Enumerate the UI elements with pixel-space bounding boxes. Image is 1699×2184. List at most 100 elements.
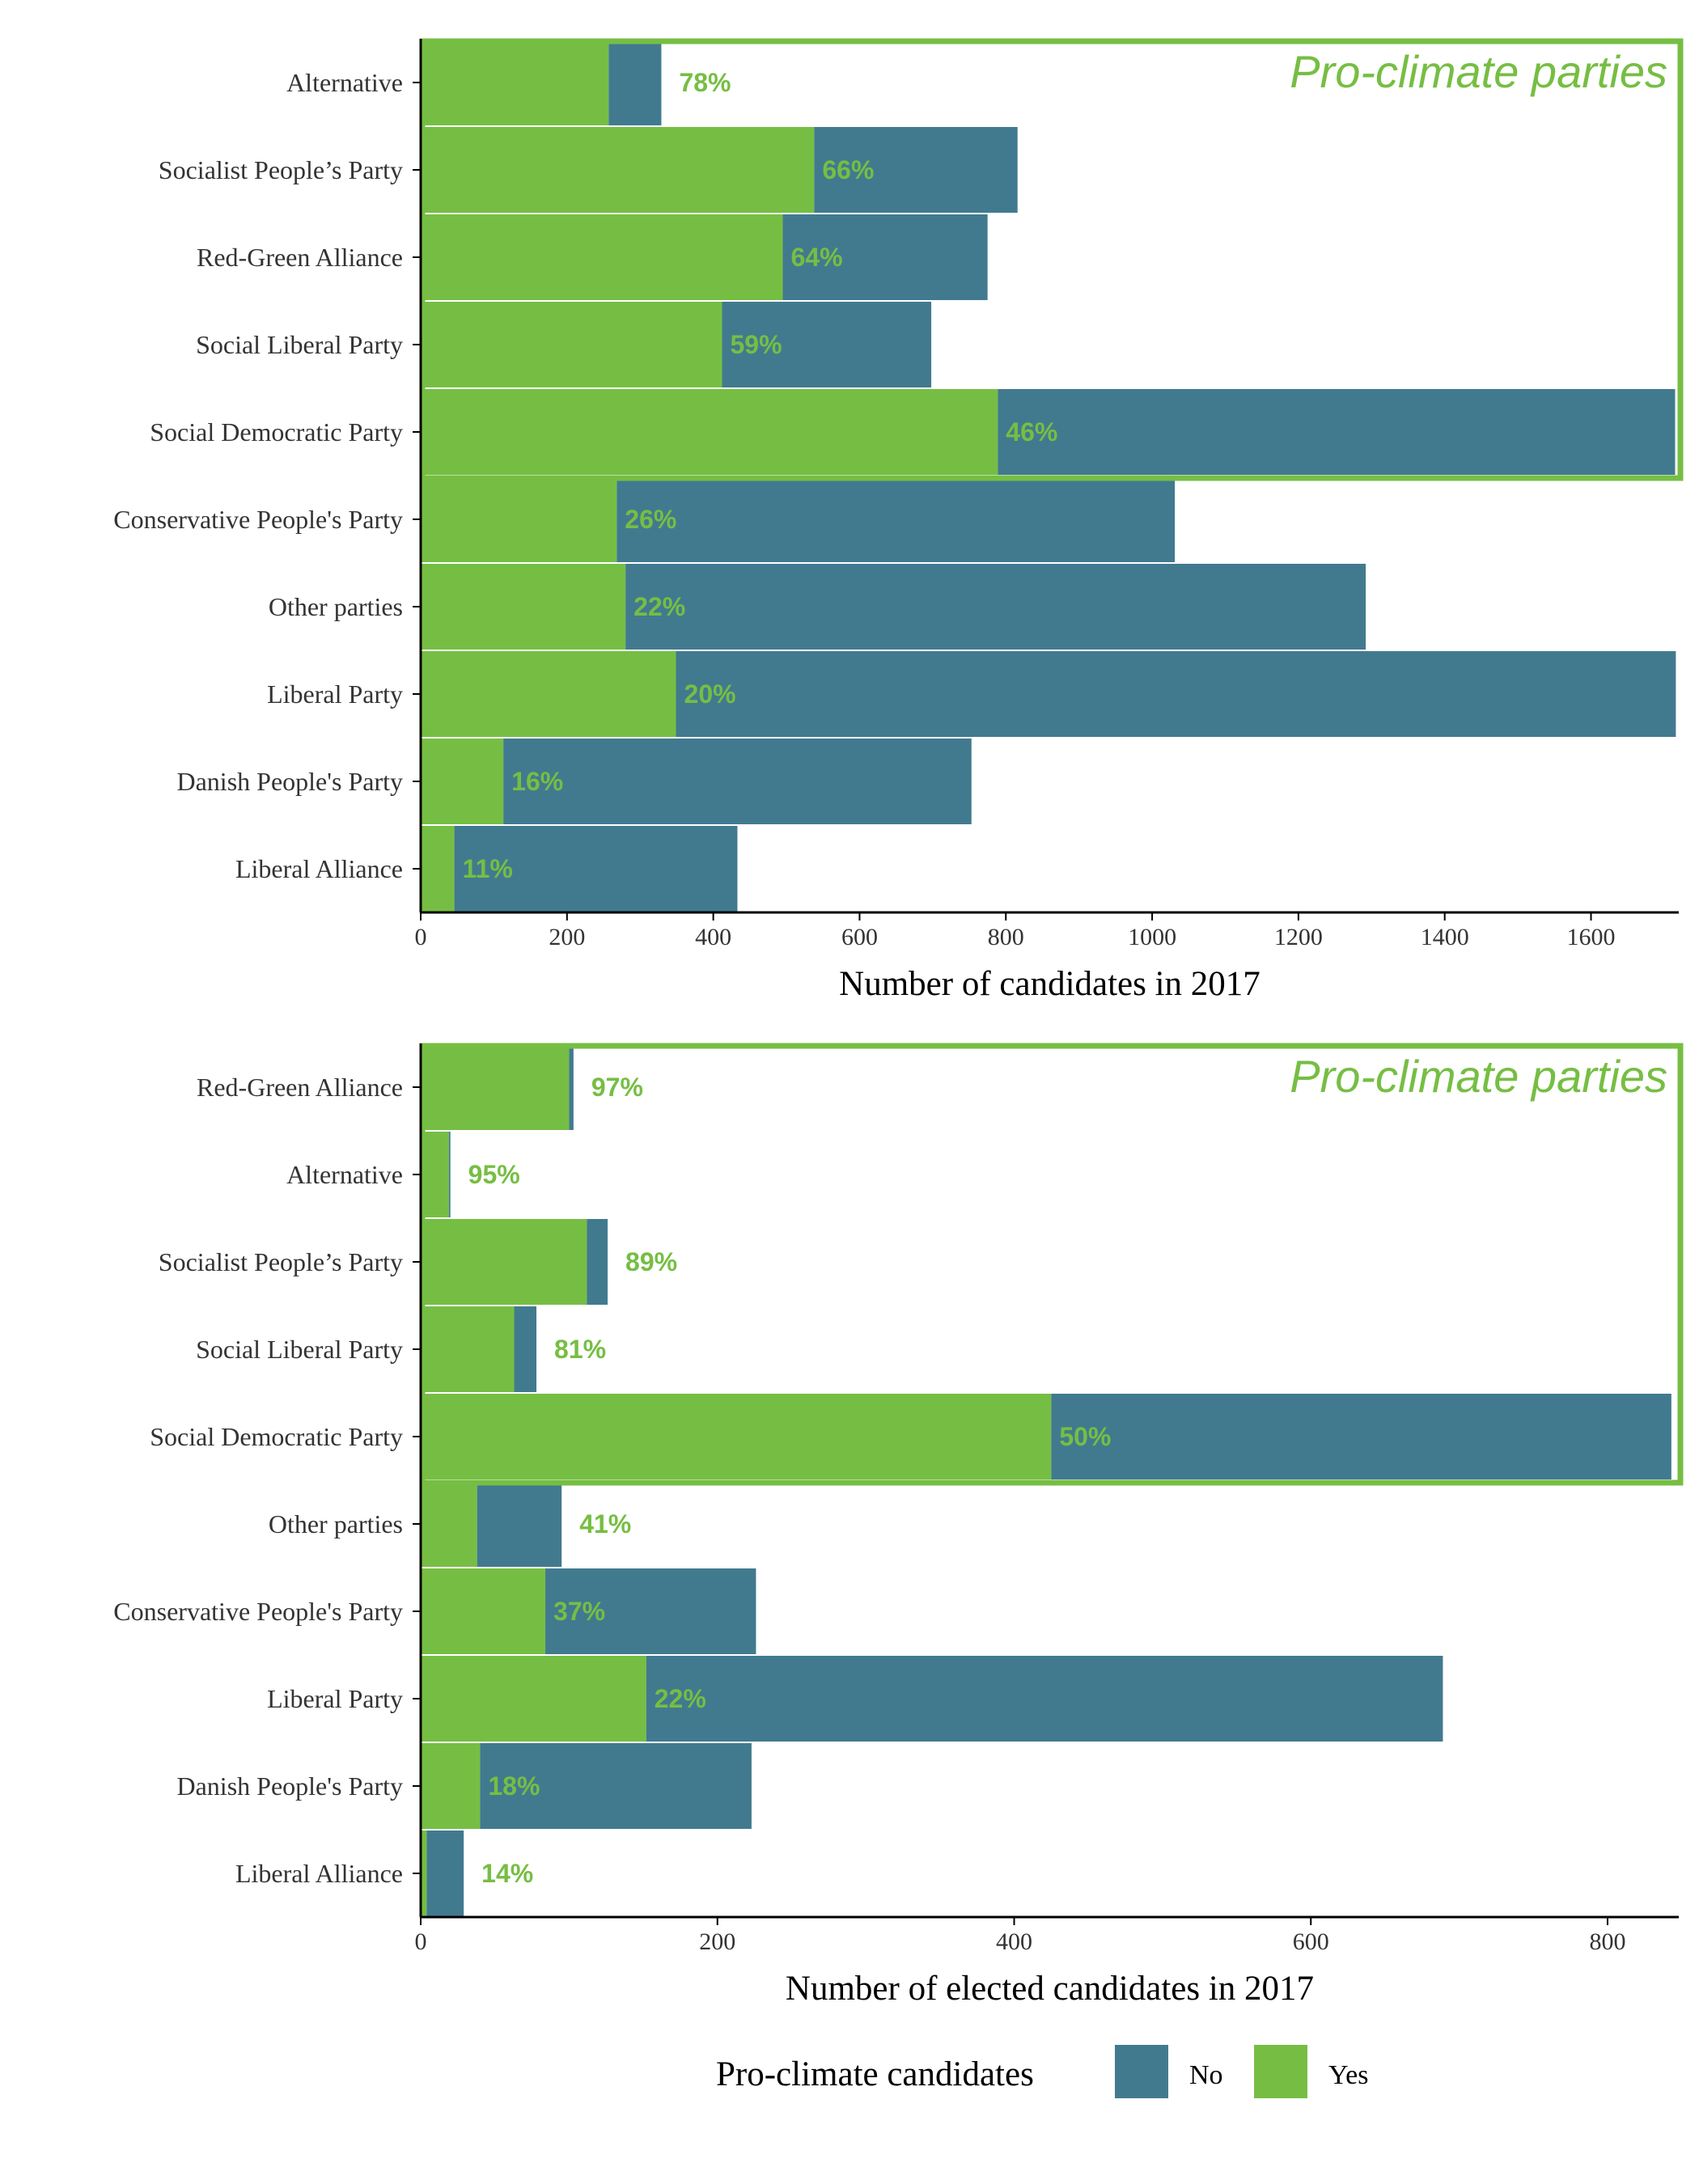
bar-yes [421, 1831, 427, 1916]
bar-no [503, 739, 972, 824]
percent-label: 20% [684, 679, 736, 709]
bar-yes [421, 476, 617, 562]
x-tick-label: 0 [415, 1928, 427, 1955]
bar-yes [421, 1656, 646, 1742]
percent-label: 95% [468, 1160, 520, 1189]
bar-no [545, 1568, 756, 1654]
legend-label-no: No [1189, 2060, 1223, 2090]
percent-label: 22% [633, 592, 685, 621]
percent-label: 66% [822, 155, 874, 184]
percent-label: 14% [481, 1859, 533, 1888]
bar-no [448, 1132, 451, 1217]
pro-climate-box-label: Pro-climate parties [1290, 46, 1667, 97]
category-label: Liberal Party [267, 1684, 403, 1713]
bar-no [676, 651, 1676, 737]
percent-label: 89% [625, 1247, 677, 1276]
percent-label: 18% [488, 1771, 540, 1801]
x-tick-label: 800 [988, 924, 1024, 950]
bar-yes [421, 564, 626, 650]
bar-yes [421, 1132, 449, 1217]
category-label: Conservative People's Party [113, 1597, 403, 1626]
category-label: Social Democratic Party [150, 1422, 403, 1451]
legend: Pro-climate candidates No Yes [716, 2045, 1368, 2098]
bar-no [569, 1044, 574, 1130]
percent-label: 41% [579, 1509, 631, 1539]
x-tick-label: 1400 [1421, 924, 1469, 950]
x-tick-label: 600 [841, 924, 878, 950]
percent-label: 81% [554, 1335, 606, 1364]
candidates-panel: 78% 66% 64% 59% 46% 26% 22% 20% 16% 11% Alternativ… [113, 38, 1684, 1003]
bar-no [646, 1656, 1443, 1742]
category-label: Liberal Alliance [235, 854, 403, 883]
category-label: Other parties [269, 592, 403, 621]
legend-swatch-yes [1254, 2045, 1307, 2098]
percent-label: 46% [1006, 417, 1057, 447]
bar-yes [421, 1568, 546, 1654]
category-label: Danish People's Party [176, 1771, 403, 1801]
bar-yes [421, 127, 815, 213]
x-tick-label: 200 [699, 1928, 735, 1955]
percent-label: 78% [679, 68, 731, 97]
pro-climate-box-label: Pro-climate parties [1290, 1051, 1667, 1102]
x-tick-label: 600 [1293, 1928, 1329, 1955]
bar-yes [421, 826, 455, 912]
category-label: Red-Green Alliance [197, 243, 403, 272]
bar-no [454, 826, 738, 912]
percent-label: 11% [463, 854, 513, 883]
category-label: Socialist People’s Party [159, 155, 403, 184]
elected-candidates-panel: 97% 95% 89% 81% 50% 41% 37% 22% 18% 14% Red-Green … [113, 1043, 1684, 2008]
x-tick-label: 400 [996, 1928, 1032, 1955]
category-label: Social Liberal Party [196, 330, 403, 359]
category-label: Liberal Alliance [235, 1859, 403, 1888]
bar-no [814, 127, 1018, 213]
bar-no [608, 40, 662, 125]
x-tick-label: 800 [1589, 1928, 1625, 1955]
category-label: Red-Green Alliance [197, 1073, 403, 1102]
bar-yes [421, 1044, 570, 1130]
percent-label: 59% [730, 330, 782, 359]
category-label: Alternative [286, 68, 403, 97]
bar-no [625, 564, 1366, 650]
bar-yes [421, 1481, 477, 1567]
bar-no [616, 476, 1176, 562]
category-label: Other parties [269, 1509, 403, 1539]
bar-yes [421, 651, 676, 737]
category-label: Social Liberal Party [196, 1335, 403, 1364]
bar-no [722, 302, 932, 387]
category-label: Social Democratic Party [150, 417, 403, 447]
percent-label: 64% [791, 243, 843, 272]
bar-yes [421, 302, 722, 387]
bar-no [426, 1831, 464, 1916]
category-label: Alternative [286, 1160, 403, 1189]
bar-yes [421, 389, 998, 475]
bar-yes [421, 739, 504, 824]
bar-no [514, 1306, 537, 1392]
bar-yes [421, 1219, 587, 1305]
percent-label: 50% [1059, 1422, 1111, 1451]
bar-yes [421, 1394, 1052, 1479]
x-axis-title: Number of candidates in 2017 [839, 965, 1260, 1003]
bar-yes [421, 1743, 481, 1829]
category-label: Danish People's Party [176, 767, 403, 796]
legend-title: Pro-climate candidates [716, 2055, 1034, 2093]
bar-no [477, 1481, 562, 1567]
x-tick-label: 0 [415, 924, 427, 950]
x-tick-label: 1600 [1567, 924, 1616, 950]
x-tick-label: 1000 [1128, 924, 1176, 950]
pro-climate-highlight-box [419, 1043, 1684, 1486]
x-axis-title: Number of elected candidates in 2017 [786, 1970, 1314, 2008]
bar-no [1051, 1394, 1671, 1479]
category-label: Conservative People's Party [113, 505, 403, 534]
x-tick-label: 400 [695, 924, 731, 950]
bar-no [480, 1743, 752, 1829]
pro-climate-highlight-box [419, 38, 1684, 481]
bar-yes [421, 214, 783, 300]
bar-no [587, 1219, 608, 1305]
percent-label: 97% [591, 1073, 643, 1102]
percent-label: 22% [655, 1684, 706, 1713]
percent-label: 37% [553, 1597, 605, 1626]
legend-swatch-no [1115, 2045, 1168, 2098]
percent-label: 26% [625, 505, 676, 534]
x-tick-label: 200 [549, 924, 585, 950]
